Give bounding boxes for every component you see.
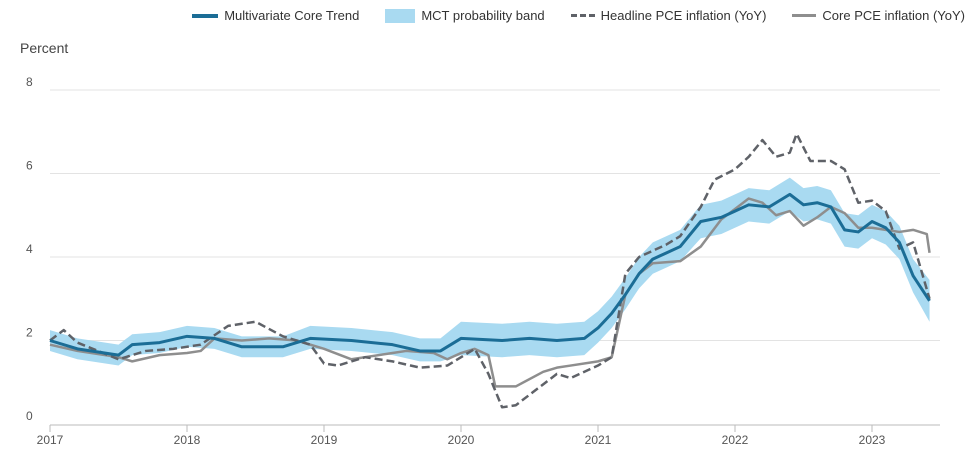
x-tick-label: 2019	[311, 433, 338, 447]
y-axis-label: Percent	[20, 40, 69, 56]
x-tick-label: 2020	[448, 433, 475, 447]
legend-item-band[interactable]: MCT probability band	[385, 8, 545, 23]
y-tick-label: 0	[26, 409, 33, 423]
x-tick-label: 2023	[859, 433, 886, 447]
x-tick-label: 2017	[37, 433, 64, 447]
x-tick-label: 2021	[585, 433, 612, 447]
mct-probability-band	[50, 177, 930, 366]
legend-item-core[interactable]: Core PCE inflation (YoY)	[792, 8, 965, 23]
x-tick-label: 2022	[722, 433, 749, 447]
y-tick-label: 2	[26, 326, 33, 340]
legend-swatch-mct	[192, 13, 219, 18]
y-tick-label: 6	[26, 159, 33, 173]
legend-item-mct[interactable]: Multivariate Core Trend	[192, 8, 359, 23]
legend: Multivariate Core Trend MCT probability …	[192, 8, 965, 23]
legend-swatch-band	[385, 8, 416, 23]
y-tick-label: 8	[26, 75, 33, 89]
legend-label: Core PCE inflation (YoY)	[822, 8, 965, 23]
core-pce-line	[49, 197, 931, 388]
legend-swatch-headline	[570, 14, 595, 17]
y-tick-label: 4	[26, 242, 33, 256]
legend-label: Headline PCE inflation (YoY)	[600, 8, 767, 23]
legend-label: MCT probability band	[421, 8, 545, 23]
x-tick-label: 2018	[174, 433, 201, 447]
mct-line	[49, 192, 931, 357]
legend-swatch-core	[792, 14, 817, 17]
legend-label: Multivariate Core Trend	[224, 8, 360, 23]
legend-item-headline[interactable]: Headline PCE inflation (YoY)	[570, 8, 767, 23]
